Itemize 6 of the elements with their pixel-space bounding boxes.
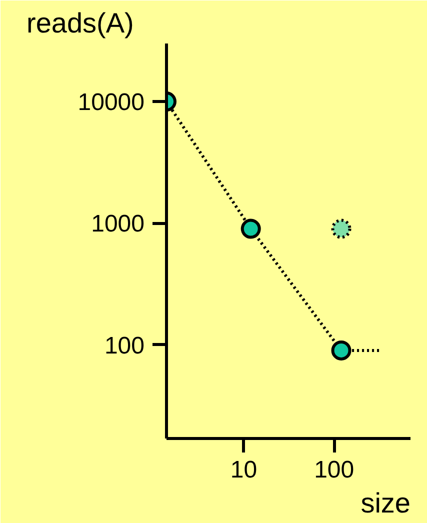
x-axis-title: size — [360, 488, 411, 518]
y-axis-title: reads(A) — [26, 8, 134, 38]
x-tick-label: 10 — [230, 456, 258, 484]
y-tick-label: 10000 — [78, 89, 145, 116]
y-tick-label: 1000 — [91, 210, 144, 238]
y-tick-label: 100 — [104, 332, 145, 360]
